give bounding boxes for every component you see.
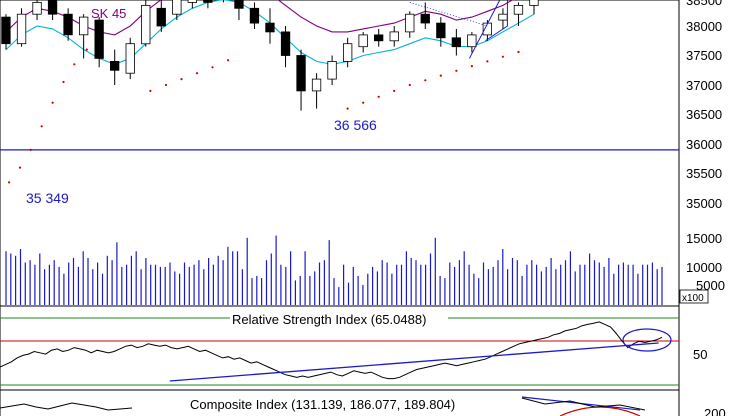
candle-body	[187, 0, 198, 3]
candle-body	[1, 16, 11, 45]
composite-title: Composite Index (131.139, 186.077, 189.8…	[190, 397, 455, 412]
sar-dot	[40, 125, 43, 128]
sar-dot	[346, 107, 349, 110]
sar-dot	[180, 78, 183, 81]
sar-dot	[211, 66, 214, 69]
composite-line-right	[521, 397, 646, 411]
volume-y-axis: 15000 10000 5000	[686, 231, 725, 293]
candle-body	[311, 78, 322, 92]
sar-dot	[455, 69, 458, 72]
price-tick-label: 36000	[686, 137, 722, 152]
sar-dot	[85, 48, 88, 51]
candle-body	[389, 31, 399, 42]
sar-dot	[73, 63, 76, 66]
candle-body	[47, 0, 58, 15]
sar-dot	[486, 60, 489, 63]
sar-dot	[227, 59, 230, 62]
rsi-line	[0, 321, 663, 380]
candle-body	[280, 31, 291, 56]
sar-dot	[408, 83, 411, 87]
price-tick-label: 37500	[686, 48, 722, 63]
sar-dot	[8, 181, 11, 184]
sk-label: SK 45	[91, 6, 126, 21]
volume-layer	[5, 235, 663, 305]
sar-dot	[51, 101, 54, 104]
sar-dot	[195, 72, 199, 75]
price-tick-label: 35500	[686, 166, 722, 181]
volume-unit-label: x100	[682, 293, 704, 304]
candle-body	[498, 13, 508, 21]
candle-body	[467, 34, 477, 48]
price-tick-label: 38000	[686, 19, 722, 34]
candle-body	[420, 13, 430, 24]
upper-envelope-line	[5, 0, 514, 36]
candle-body	[141, 5, 151, 45]
volume-tick-label: 10000	[686, 260, 722, 275]
candle-body	[203, 0, 213, 3]
volume-tick-label: 15000	[686, 231, 722, 246]
sar-dot	[517, 50, 520, 54]
rsi-highlight-ellipse	[622, 328, 672, 352]
low-annotation: 36 566	[334, 117, 377, 133]
sar-dot	[439, 74, 442, 77]
candle-body	[249, 7, 260, 24]
candle-body	[156, 7, 166, 27]
pattern-outline	[468, 0, 508, 59]
candle-body	[342, 43, 353, 62]
sar-dot	[377, 95, 380, 98]
sar-dot	[424, 79, 427, 82]
price-tick-label: 37000	[686, 78, 722, 93]
composite-title-bg	[188, 396, 462, 411]
candle-body	[79, 16, 89, 36]
candle-body	[110, 61, 120, 71]
rsi-title-bg	[230, 312, 448, 327]
candle-body	[529, 0, 539, 6]
rsi-layer	[0, 317, 679, 386]
volume-unit-box	[679, 289, 709, 304]
composite-layer	[0, 396, 646, 416]
candle-body	[32, 2, 42, 15]
sar-dot	[501, 55, 504, 58]
rsi-tick-label: 50	[693, 347, 707, 362]
candle-body	[451, 37, 462, 48]
candle-body	[358, 34, 368, 48]
sar-dot	[164, 83, 168, 87]
composite-line	[0, 402, 133, 411]
sar-dot	[362, 101, 365, 104]
rsi-trendline	[169, 342, 659, 382]
candle-body	[405, 13, 415, 33]
sar-dot	[393, 89, 396, 92]
candle-body	[436, 22, 446, 39]
candle-body	[172, 0, 182, 15]
price-y-axis: 38500 38000 37500 37000 36500 36000 3550…	[686, 0, 722, 211]
candle-body	[513, 5, 524, 15]
price-tick-label: 35000	[686, 196, 722, 211]
candle-body	[265, 22, 275, 33]
sar-dot	[62, 80, 65, 84]
sar-dot	[29, 148, 32, 151]
candle-body	[63, 13, 73, 36]
candle-body	[94, 19, 104, 59]
sar-dot	[470, 65, 473, 68]
candle-body	[125, 43, 135, 74]
candle-body	[234, 0, 244, 9]
candle-body	[373, 34, 384, 42]
sar-dot	[149, 89, 152, 92]
candle-body	[327, 61, 337, 80]
price-tick-label: 38500	[686, 0, 722, 8]
prior-low-annotation: 35 349	[26, 190, 69, 206]
rsi-title: Relative Strength Index (65.0488)	[232, 312, 426, 327]
sar-dot	[18, 166, 22, 169]
composite-tick-label: 200	[704, 406, 726, 416]
composite-panel-frame	[0, 389, 680, 416]
candle-body	[16, 13, 27, 45]
price-tick-label: 36500	[686, 107, 722, 122]
price-layer	[0, 0, 679, 184]
volume-tick-label: 5000	[696, 278, 725, 293]
candle-body	[296, 55, 306, 92]
